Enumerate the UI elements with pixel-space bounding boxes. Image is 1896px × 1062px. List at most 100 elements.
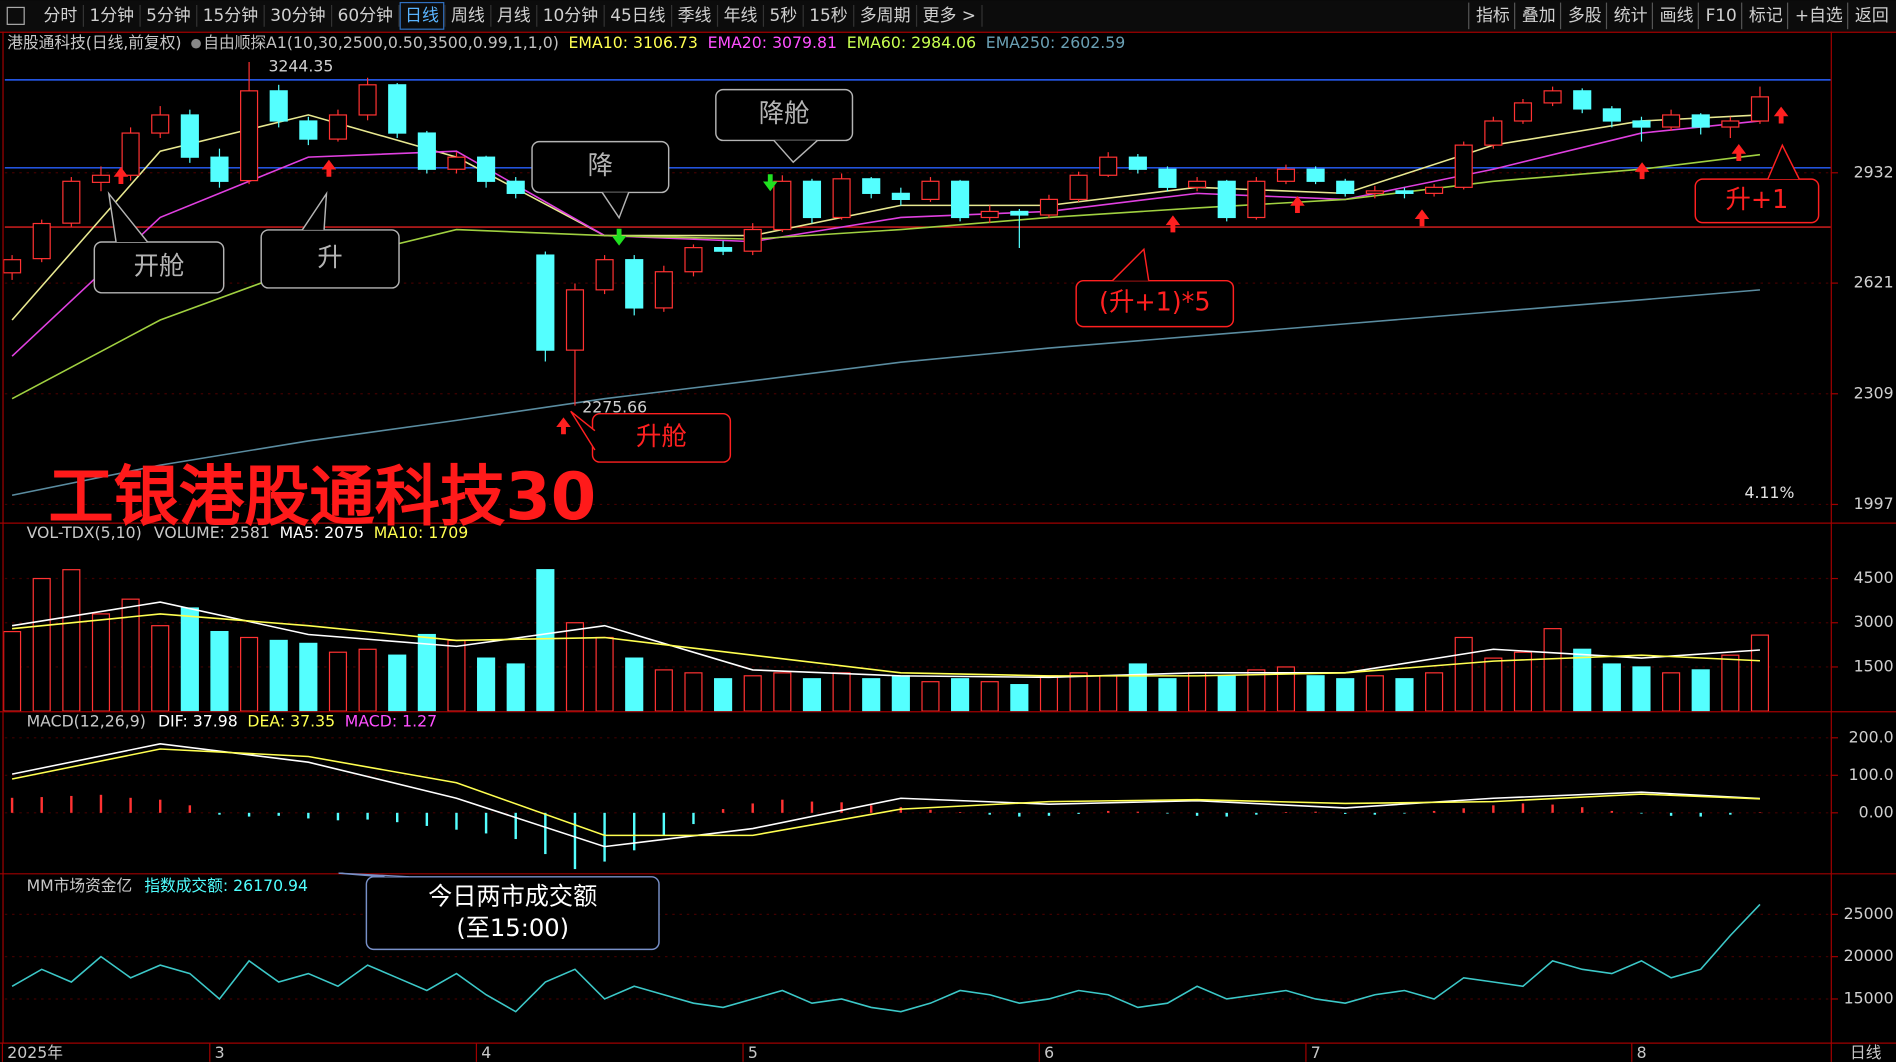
toolbar-item[interactable]: 5分钟 — [146, 5, 191, 25]
candle-body — [565, 289, 585, 351]
toolbar-item[interactable]: 45日线 — [610, 5, 665, 25]
callout: 降 — [531, 140, 670, 220]
toolbar-item[interactable]: 15秒 — [809, 5, 848, 25]
toolbar-left: 分时 1分钟 5分钟 15分钟 30分钟 60分钟 日线 周线 月线 10分钟 45日线 季线 年线 5秒… — [44, 1, 983, 30]
candle-body — [536, 254, 555, 351]
callout: 降舱 — [715, 88, 854, 164]
toolbar-item[interactable]: 30分钟 — [270, 5, 325, 25]
toolbar-item[interactable]: 月线 — [497, 5, 531, 25]
toolbar-item[interactable]: 周线 — [451, 5, 485, 25]
candle-body — [1158, 168, 1177, 188]
toolbar-item[interactable]: 10分钟 — [543, 5, 598, 25]
y-tick-label: 20000 — [1844, 946, 1894, 965]
toolbar-item[interactable]: 指标 — [1476, 5, 1510, 25]
callout-box — [1075, 279, 1235, 328]
callout-text: (升+1)*5 — [1099, 287, 1210, 317]
candle-body — [447, 156, 466, 170]
toolbar-item[interactable]: +自选 — [1795, 5, 1843, 25]
x-tick-label: 3 — [215, 1043, 225, 1062]
toolbar-item[interactable]: 返回 — [1855, 5, 1889, 25]
volume-bar — [743, 675, 762, 712]
line-series — [11, 289, 1761, 496]
panel-name: MACD(12,26,9) — [27, 712, 146, 731]
volume-bar — [536, 569, 555, 712]
signal-arrows — [113, 106, 1789, 435]
volume-bar — [565, 622, 585, 712]
toolbar-item[interactable]: 60分钟 — [338, 5, 393, 25]
candle-body — [1750, 96, 1770, 122]
callout-text: 今日两市成交额 — [428, 882, 597, 910]
candle-body — [180, 114, 199, 158]
volume-bar — [1662, 672, 1681, 712]
callout-tail — [1111, 247, 1150, 282]
toolbar-item[interactable]: 统计 — [1614, 5, 1648, 25]
indicator-value: DIF: 37.98 — [158, 712, 238, 731]
callout-tail — [338, 872, 409, 878]
candle-body — [1217, 180, 1236, 219]
indicator-value: 指数成交额: 26170.94 — [144, 876, 308, 895]
volume-bar — [269, 639, 288, 712]
candle-body — [121, 132, 140, 176]
callout-text: (至15:00) — [456, 914, 569, 942]
toolbar-item[interactable]: 1分钟 — [89, 5, 134, 25]
toolbar-item[interactable]: 年线 — [724, 5, 758, 25]
indicator-value: EMA60: 2984.06 — [847, 33, 976, 52]
volume-bar — [180, 607, 199, 712]
candle-body — [654, 271, 673, 309]
candle-body — [862, 178, 881, 194]
volume-bar — [1247, 669, 1266, 712]
volume-bar — [62, 569, 81, 712]
volume-bar — [980, 681, 999, 712]
candle-body — [1306, 168, 1325, 182]
candle-body — [151, 114, 170, 134]
volume-bar — [1513, 651, 1533, 712]
frame — [0, 31, 1896, 1062]
toolbar-item[interactable]: 多周期 — [860, 5, 911, 25]
panel-name: 港股通科技(日线,前复权) — [7, 33, 181, 52]
candle-body — [1425, 186, 1444, 194]
volume-bar — [1306, 675, 1325, 712]
candle-body — [921, 180, 940, 200]
volume-bar — [1721, 654, 1740, 712]
toolbar-item[interactable]: 更多 > — [923, 5, 976, 25]
volume-bar — [328, 651, 348, 712]
volume-bar — [1395, 678, 1414, 712]
y-tick-label: 1500 — [1854, 656, 1894, 675]
candle-body — [1099, 156, 1118, 176]
toolbar-item[interactable]: 画线 — [1660, 5, 1694, 25]
volume-bar — [951, 678, 970, 712]
menu-icon[interactable] — [6, 6, 25, 25]
line-series — [11, 748, 1760, 837]
toolbar-item[interactable]: 季线 — [678, 5, 712, 25]
candle-body — [506, 180, 525, 194]
volume-bar — [388, 654, 407, 712]
toolbar-item[interactable]: F10 — [1706, 5, 1737, 25]
panel-name: MM市场资金亿 — [27, 876, 133, 895]
callout-text: 降 — [588, 150, 613, 180]
candle-body — [1513, 102, 1533, 122]
callout-box — [260, 229, 400, 289]
volume-bar — [891, 675, 910, 712]
toolbar-item[interactable]: 分时 — [44, 5, 78, 25]
candle-body — [980, 210, 999, 219]
callout: (升+1)*5 — [1075, 247, 1235, 328]
volume-bar — [654, 669, 673, 712]
candle-body — [388, 84, 407, 134]
candle-body — [1336, 180, 1355, 194]
toolbar-item[interactable]: 标记 — [1749, 5, 1783, 25]
volume-bar — [832, 672, 851, 712]
candle-body — [62, 180, 81, 224]
candle-body — [1573, 90, 1592, 110]
toolbar-item[interactable]: 多股 — [1568, 5, 1602, 25]
callout: 今日两市成交额 (至15:00) — [338, 872, 660, 951]
toolbar-item[interactable]: 15分钟 — [203, 5, 258, 25]
line-series — [11, 120, 1761, 357]
toolbar-item[interactable]: 叠加 — [1522, 5, 1556, 25]
volume-bar — [3, 630, 22, 712]
toolbar-item[interactable]: 日线 — [405, 5, 439, 25]
volume-bar — [299, 642, 318, 712]
volume-bar — [1632, 666, 1651, 712]
volume-bar — [1128, 663, 1147, 712]
toolbar-item[interactable]: 5秒 — [769, 5, 797, 25]
y-tick-label: 25000 — [1844, 904, 1894, 923]
